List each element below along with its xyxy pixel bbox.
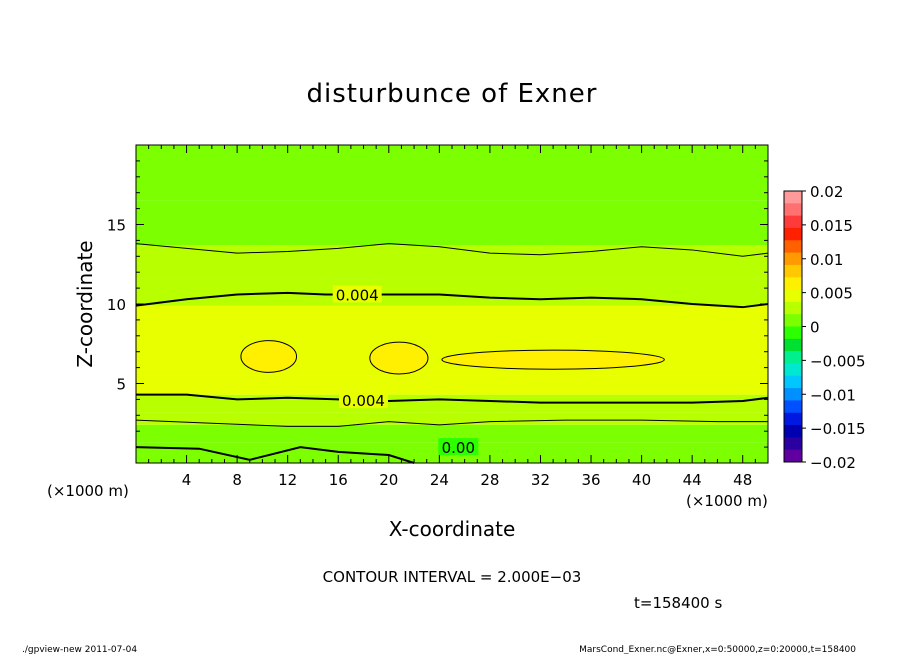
closed-contour-2: [441, 349, 665, 370]
field-band-11: [136, 145, 768, 201]
y-ticks: 5 10 15: [107, 160, 768, 448]
x-unit-right: (×1000 m): [686, 492, 768, 510]
field-band-9: [136, 245, 768, 279]
field-band-2: [136, 424, 768, 443]
x-axis-label: X-coordinate: [389, 517, 516, 541]
y-axis-label: Z-coordinate: [73, 240, 97, 367]
colorbar-swatch: [784, 203, 802, 217]
colorbar-tick-label: 0.005: [810, 285, 853, 303]
field-band-3: [136, 412, 768, 425]
field-bands: [136, 145, 768, 463]
contour-label-2: 0.004: [342, 392, 385, 410]
colorbar-swatch: [784, 338, 802, 352]
colorbar-swatch: [784, 227, 802, 241]
colorbar-tick-label: −0.005: [810, 352, 866, 370]
contour-lines: 0.00 0.004 0.004: [135, 243, 769, 464]
closed-contour-1: [369, 341, 429, 375]
x-tick-label: 12: [278, 471, 297, 489]
contour-line-2: [136, 393, 769, 404]
closed-contour-0: [240, 340, 298, 373]
colorbar-swatch: [784, 449, 802, 463]
colorbar-tick-label: −0.02: [810, 454, 856, 472]
contour-line-3: [135, 291, 769, 309]
contour-label-bg-0: [438, 438, 479, 456]
colorbar-swatch: [784, 437, 802, 451]
x-tick-label: 20: [379, 471, 398, 489]
colorbar-tick-label: 0.015: [810, 217, 853, 235]
colorbar-swatch: [784, 264, 802, 278]
y-tick-label: 5: [116, 376, 126, 394]
colorbar-swatch: [784, 363, 802, 377]
contour-line-1: [135, 419, 768, 427]
contour-line-4: [135, 243, 769, 257]
colorbar-tick-label: 0.01: [810, 251, 843, 269]
colorbar-tick-label: −0.015: [810, 420, 866, 438]
colorbar-swatch: [784, 375, 802, 389]
colorbar-swatch: [784, 326, 802, 340]
field-band-5: [136, 375, 768, 395]
time-label: t=158400 s: [634, 594, 722, 612]
colorbar-tick-label: 0.02: [810, 183, 843, 201]
colorbar-tick-label: −0.01: [810, 386, 856, 404]
colorbar-tick-label: 0: [810, 319, 820, 337]
chart-title: disturbunce of Exner: [307, 79, 598, 109]
field-band-0: [136, 453, 768, 463]
footer-left: ./gpview-new 2011-07-04: [22, 645, 137, 654]
contour-label-0: 0.00: [442, 439, 475, 457]
colorbar-swatch: [784, 191, 802, 204]
colorbar-swatch: [784, 425, 802, 438]
y-tick-label: 15: [107, 217, 126, 235]
colorbar-swatch: [784, 388, 802, 401]
x-tick-label: 36: [581, 471, 600, 489]
colorbar-swatch: [784, 215, 802, 229]
x-tick-label: 32: [531, 471, 550, 489]
colorbar-swatch: [784, 289, 802, 303]
field-band-7: [136, 305, 768, 332]
colorbar-swatch: [784, 277, 802, 291]
colorbar: 0.02 0.015 0.01 0.005 0 −0.005 −0.01 −0.015 −0.0…: [783, 183, 866, 472]
field-band-6: [136, 331, 768, 376]
colorbar-swatch: [784, 314, 802, 327]
colorbar-swatch: [784, 400, 802, 414]
contour-label-bg-3: [332, 285, 382, 303]
x-tick-label: 44: [683, 471, 702, 489]
colorbar-swatch: [784, 301, 802, 315]
x-tick-label: 8: [232, 471, 242, 489]
contour-interval: CONTOUR INTERVAL = 2.000E−03: [323, 568, 582, 586]
x-tick-label: 24: [430, 471, 449, 489]
colorbar-swatch: [784, 252, 802, 266]
colorbar-swatch: [784, 351, 802, 364]
field-band-10: [136, 200, 768, 246]
footer-right: MarsCond_Exner.nc@Exner,x=0:50000,z=0:20…: [579, 645, 856, 654]
x-ticks: 4 8 12 16 20 24 28 32 36 40 44 48: [148, 145, 756, 489]
x-unit-left: (×1000 m): [47, 482, 129, 500]
contour-label-bg-2: [339, 391, 389, 409]
x-tick-label: 16: [329, 471, 348, 489]
x-tick-label: 28: [480, 471, 499, 489]
y-tick-label: 10: [107, 296, 126, 314]
colorbar-swatch: [784, 412, 802, 426]
x-tick-label: 40: [632, 471, 651, 489]
contour-label-3: 0.004: [336, 286, 379, 304]
colorbar-swatch: [784, 240, 802, 254]
x-tick-label: 4: [182, 471, 192, 489]
x-tick-label: 48: [733, 471, 752, 489]
